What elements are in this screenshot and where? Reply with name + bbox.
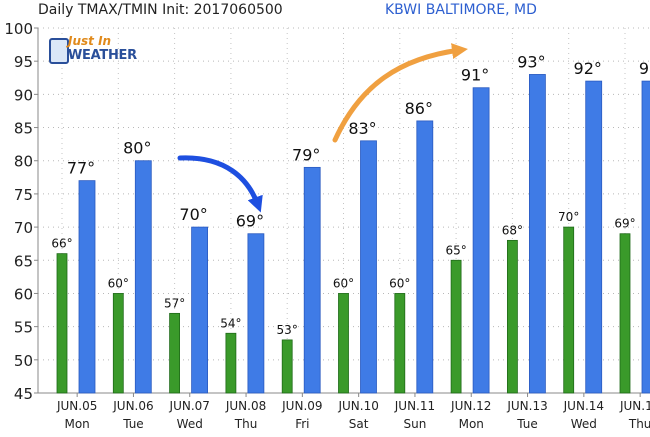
tmin-bar xyxy=(281,339,293,394)
x-tick-label: JUN.10 xyxy=(337,399,378,413)
logo-line2: WEATHER xyxy=(68,48,137,63)
y-tick-label: 55 xyxy=(14,319,33,337)
tmax-bar xyxy=(585,80,603,394)
day-label: Sat xyxy=(349,417,369,431)
tmin-label: 60° xyxy=(333,276,354,290)
tmin-label: 54° xyxy=(220,316,241,330)
x-tick-label: JUN.13 xyxy=(506,399,547,413)
day-label: Thu xyxy=(628,417,650,431)
tmax-label: 9 xyxy=(639,59,649,78)
tmax-bar xyxy=(360,140,377,394)
tmin-label: 60° xyxy=(108,276,129,290)
day-label: Mon xyxy=(64,417,89,431)
tmax-label: 91° xyxy=(461,66,489,85)
day-label: Mon xyxy=(459,417,484,431)
station-title: KBWI BALTIMORE, MD xyxy=(385,2,537,18)
tmin-bar xyxy=(450,259,462,394)
y-tick-label: 90 xyxy=(14,86,33,104)
y-tick-label: 85 xyxy=(14,120,33,138)
tmin-bar xyxy=(225,332,237,394)
y-tick-label: 75 xyxy=(14,186,33,204)
tmax-label: 70° xyxy=(179,205,207,224)
tmax-label: 80° xyxy=(123,139,151,158)
tmin-label: 70° xyxy=(558,210,579,224)
tmin-label: 65° xyxy=(445,243,466,257)
x-tick-label: JUN.15 xyxy=(619,399,650,413)
tmax-bar xyxy=(191,226,209,394)
tmax-label: 86° xyxy=(405,99,433,118)
x-tick-label: JUN.11 xyxy=(394,399,435,413)
day-label: Tue xyxy=(516,417,538,431)
tmax-bar xyxy=(529,74,546,394)
x-tick-label: JUN.09 xyxy=(281,399,322,413)
day-label: Tue xyxy=(122,417,144,431)
tmax-bar xyxy=(78,180,96,394)
x-tick-label: JUN.12 xyxy=(450,399,491,413)
tmin-label: 69° xyxy=(614,217,635,231)
logo-line1: Just In xyxy=(68,34,112,48)
tmax-bar xyxy=(472,87,490,394)
y-tick-label: 65 xyxy=(14,252,33,270)
y-tick-label: 70 xyxy=(14,219,33,237)
y-tick-label: 50 xyxy=(14,352,33,370)
chart-title: Daily TMAX/TMIN Init: 2017060500 xyxy=(38,2,283,18)
tmax-bar xyxy=(134,160,152,394)
tmin-bar xyxy=(338,293,349,394)
tmax-bar xyxy=(303,166,321,394)
tmin-label: 66° xyxy=(51,237,72,251)
justinweather-logo: Just In WEATHER xyxy=(46,32,146,70)
tmax-bar xyxy=(247,233,265,394)
tmin-bar xyxy=(56,253,68,394)
day-label: Wed xyxy=(571,417,597,431)
tmin-bar xyxy=(619,233,631,394)
tmin-label: 57° xyxy=(164,296,185,310)
x-tick-label: JUN.07 xyxy=(169,399,210,413)
tmax-bar xyxy=(416,120,434,394)
tmax-label: 83° xyxy=(348,119,376,138)
x-tick-label: JUN.06 xyxy=(112,399,153,413)
tmin-label: 53° xyxy=(277,323,298,337)
day-label: Thu xyxy=(234,417,258,431)
tmin-bar xyxy=(563,226,575,394)
tmin-bar xyxy=(506,239,518,394)
tmax-label: 77° xyxy=(67,159,95,178)
tmin-label: 68° xyxy=(502,223,523,237)
y-tick-label: 80 xyxy=(14,153,33,171)
day-label: Wed xyxy=(177,417,203,431)
trend-down-arrow xyxy=(177,155,263,213)
tmin-bar xyxy=(169,312,181,394)
tmax-label: 92° xyxy=(574,59,602,78)
x-tick-label: JUN.05 xyxy=(56,399,97,413)
tmin-label: 60° xyxy=(389,276,410,290)
day-label: Sun xyxy=(404,417,427,431)
day-label: Fri xyxy=(295,417,309,431)
y-tick-label: 60 xyxy=(14,285,33,303)
tmax-label: 93° xyxy=(517,52,545,71)
y-tick-label: 45 xyxy=(14,385,33,403)
x-tick-label: JUN.14 xyxy=(563,399,604,413)
y-tick-label: 100 xyxy=(4,20,33,38)
trend-up-arrow xyxy=(332,43,468,143)
tmax-bar xyxy=(641,80,650,394)
y-tick-label: 95 xyxy=(14,53,33,71)
tmin-bar xyxy=(112,293,124,394)
tmax-label: 69° xyxy=(236,212,264,231)
tmin-bar xyxy=(394,293,406,394)
x-tick-label: JUN.08 xyxy=(225,399,266,413)
tmax-label: 79° xyxy=(292,145,320,164)
tablet-icon xyxy=(49,38,69,64)
